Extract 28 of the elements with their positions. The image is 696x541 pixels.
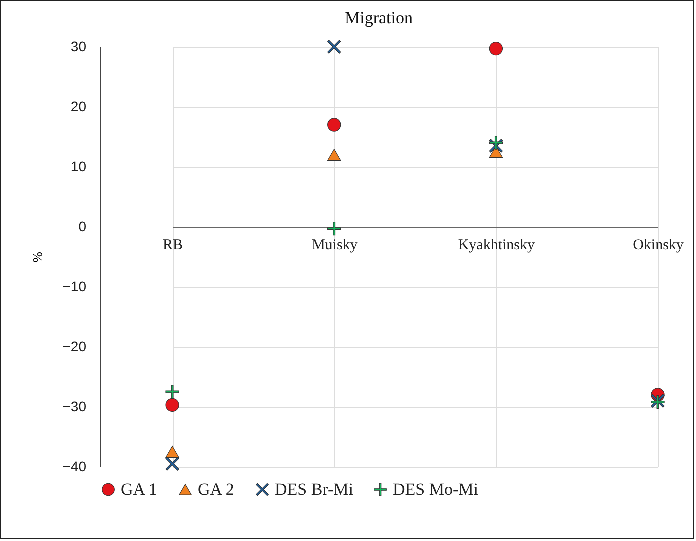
x-tick-label: RB <box>163 238 184 254</box>
point <box>489 136 503 150</box>
x-tick-label: Muisky <box>312 238 358 254</box>
point <box>489 42 503 56</box>
y-tick-label: 0 <box>78 218 87 234</box>
x-tick-label: Kyakhtinsky <box>458 238 536 254</box>
point <box>166 398 180 412</box>
point <box>166 446 180 458</box>
point <box>328 222 342 236</box>
y-tick-label: 10 <box>70 158 87 174</box>
legend-label: DES Br-Mi <box>275 480 354 499</box>
x-tick-label: Okinsky <box>633 238 684 254</box>
chart-title: Migration <box>345 8 414 28</box>
point <box>328 149 342 161</box>
point <box>328 40 342 54</box>
legend-label: GA 1 <box>121 480 158 499</box>
legend-label: GA 2 <box>198 480 234 499</box>
y-tick-label: −20 <box>62 338 87 354</box>
y-axis-title: % <box>30 252 45 263</box>
y-tick-label: −40 <box>62 458 87 474</box>
y-tick-label: −10 <box>62 278 87 294</box>
y-tick-label: 20 <box>70 98 87 114</box>
y-tick-label: −30 <box>62 398 87 414</box>
legend-label: DES Mo-Mi <box>393 480 479 499</box>
point <box>166 385 180 399</box>
point <box>166 457 180 471</box>
point <box>328 118 342 132</box>
y-tick-label: 30 <box>70 38 87 54</box>
